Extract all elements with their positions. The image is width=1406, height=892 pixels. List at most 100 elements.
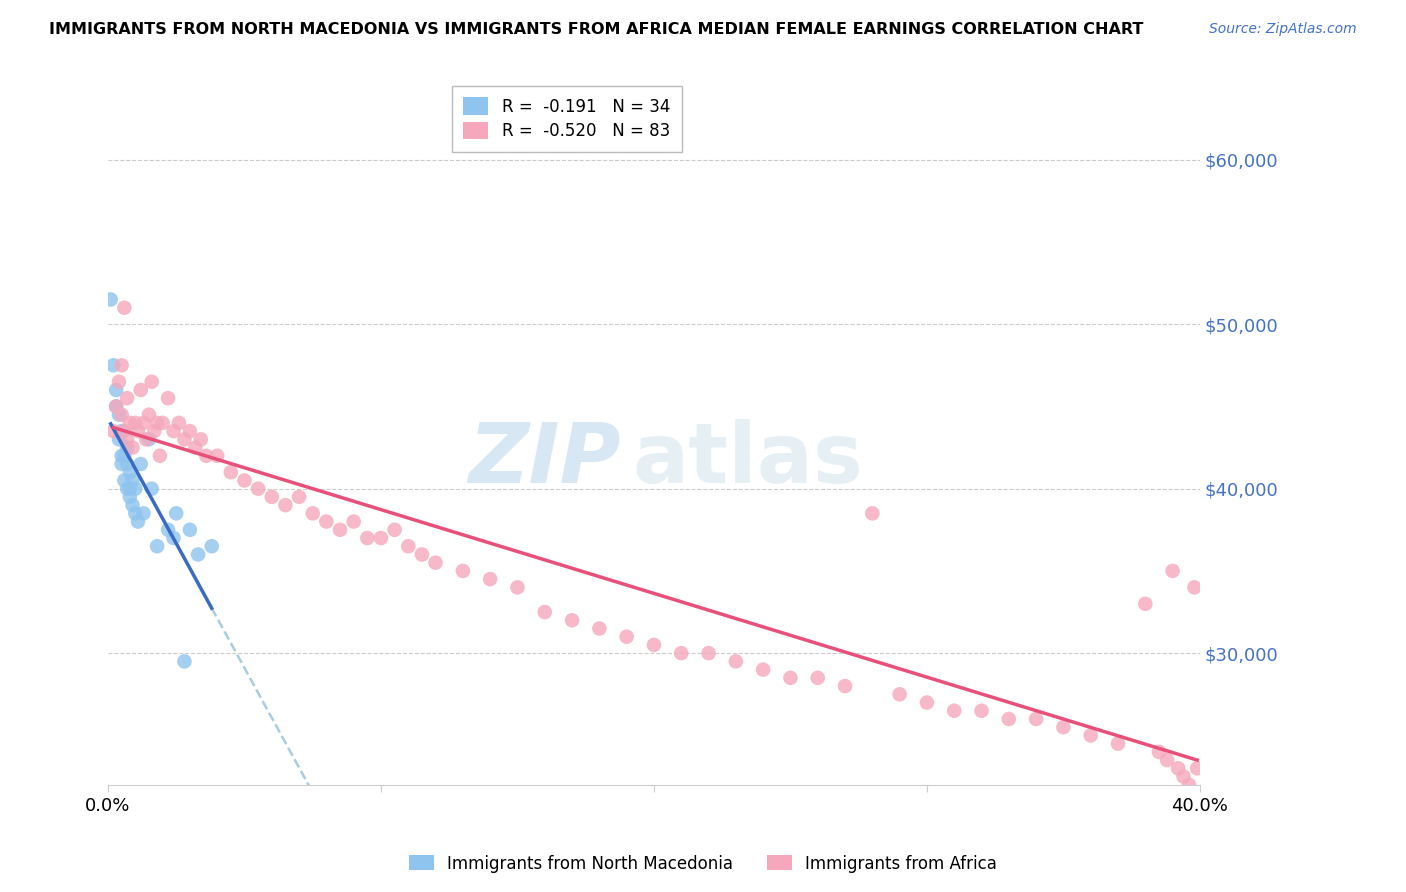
Point: [162, 424, 184, 438]
Point: [121, 498, 143, 512]
Point: [1167, 761, 1189, 775]
Point: [533, 605, 555, 619]
Point: [118, 416, 141, 430]
Point: [132, 506, 155, 520]
Point: [111, 359, 134, 373]
Point: [103, 359, 125, 373]
Point: [165, 506, 187, 520]
Point: [889, 687, 911, 701]
Point: [1107, 737, 1129, 751]
Point: [451, 564, 474, 578]
Point: [105, 400, 128, 414]
Point: [111, 408, 134, 422]
Point: [260, 490, 283, 504]
Point: [157, 391, 180, 405]
Point: [301, 506, 323, 520]
Point: [425, 556, 447, 570]
Point: [108, 375, 131, 389]
Point: [752, 663, 775, 677]
Point: [1025, 712, 1047, 726]
Point: [561, 613, 583, 627]
Point: [121, 474, 143, 488]
Point: [190, 433, 212, 447]
Point: [143, 424, 166, 438]
Point: [115, 482, 138, 496]
Point: [103, 424, 125, 438]
Point: [1147, 745, 1170, 759]
Point: [1052, 720, 1074, 734]
Point: [135, 433, 157, 447]
Point: [112, 424, 135, 438]
Point: [105, 383, 128, 397]
Point: [132, 416, 155, 430]
Point: [370, 531, 392, 545]
Point: [115, 441, 138, 455]
Point: [970, 704, 993, 718]
Point: [149, 449, 172, 463]
Point: [329, 523, 352, 537]
Legend: Immigrants from North Macedonia, Immigrants from Africa: Immigrants from North Macedonia, Immigra…: [402, 848, 1004, 880]
Point: [724, 654, 747, 668]
Point: [860, 506, 883, 520]
Point: [1173, 770, 1195, 784]
Point: [115, 433, 138, 447]
Point: [219, 465, 242, 479]
Point: [138, 408, 160, 422]
Point: [671, 646, 693, 660]
Point: [288, 490, 311, 504]
Point: [115, 391, 138, 405]
Point: [998, 712, 1021, 726]
Point: [1156, 753, 1178, 767]
Point: [146, 539, 169, 553]
Point: [157, 523, 180, 537]
Point: [100, 293, 122, 307]
Point: [173, 654, 195, 668]
Point: [315, 515, 337, 529]
Point: [274, 498, 297, 512]
Point: [111, 424, 134, 438]
Point: [1185, 761, 1208, 775]
Point: [121, 441, 143, 455]
Text: IMMIGRANTS FROM NORTH MACEDONIA VS IMMIGRANTS FROM AFRICA MEDIAN FEMALE EARNINGS: IMMIGRANTS FROM NORTH MACEDONIA VS IMMIG…: [49, 22, 1143, 37]
Point: [396, 539, 419, 553]
Point: [915, 696, 938, 710]
Point: [807, 671, 830, 685]
Point: [118, 465, 141, 479]
Point: [127, 515, 149, 529]
Point: [1080, 728, 1102, 742]
Point: [112, 449, 135, 463]
Point: [129, 383, 152, 397]
Point: [616, 630, 638, 644]
Point: [184, 441, 207, 455]
Point: [118, 490, 141, 504]
Point: [205, 449, 228, 463]
Point: [643, 638, 665, 652]
Point: [201, 539, 224, 553]
Point: [187, 548, 209, 562]
Point: [588, 622, 610, 636]
Point: [111, 457, 134, 471]
Point: [411, 548, 433, 562]
Point: [124, 506, 146, 520]
Point: [1184, 580, 1206, 594]
Point: [108, 433, 131, 447]
Point: [129, 457, 152, 471]
Point: [384, 523, 406, 537]
Point: [141, 482, 163, 496]
Point: [195, 449, 218, 463]
Point: [112, 474, 135, 488]
Point: [105, 400, 128, 414]
Point: [162, 531, 184, 545]
Point: [697, 646, 720, 660]
Point: [152, 416, 174, 430]
Point: [179, 424, 201, 438]
Text: atlas: atlas: [633, 419, 863, 500]
Point: [943, 704, 966, 718]
Point: [1135, 597, 1157, 611]
Point: [1178, 778, 1201, 792]
Point: [356, 531, 378, 545]
Point: [233, 474, 256, 488]
Point: [146, 416, 169, 430]
Point: [115, 457, 138, 471]
Point: [343, 515, 366, 529]
